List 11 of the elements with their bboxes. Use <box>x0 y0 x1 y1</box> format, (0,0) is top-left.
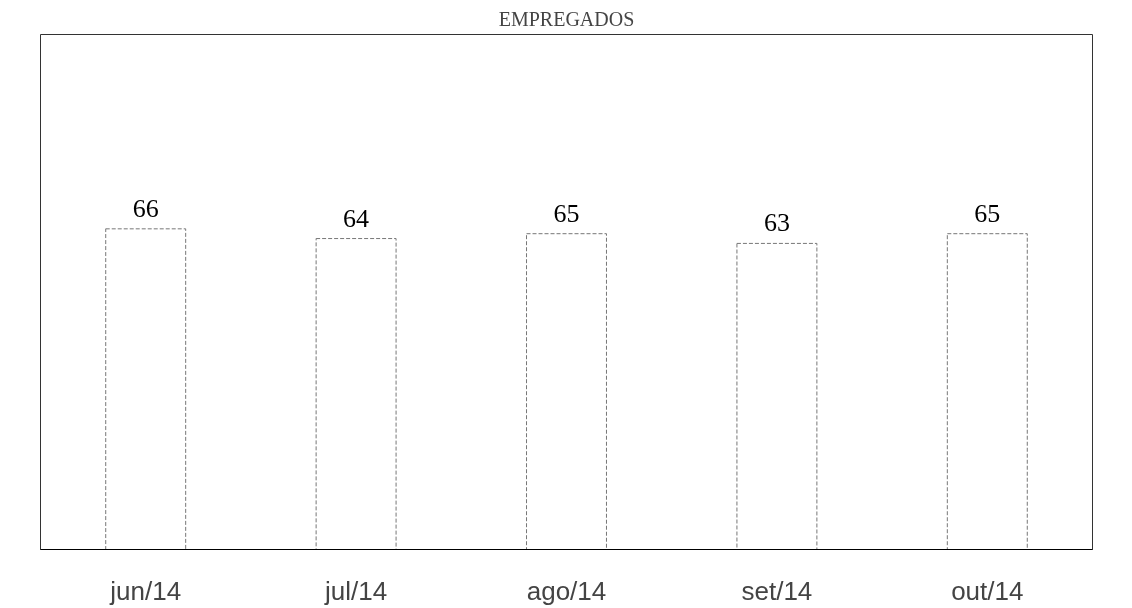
data-label: 65 <box>974 198 1001 228</box>
data-label: 63 <box>763 208 790 238</box>
x-tick-label: ago/14 <box>526 575 607 606</box>
x-tick-label: jul/14 <box>324 575 388 606</box>
data-label: 65 <box>553 198 580 228</box>
x-tick-label: out/14 <box>951 575 1024 606</box>
chart-title: EMPREGADOS <box>498 7 635 30</box>
data-label: 66 <box>132 193 159 223</box>
x-tick-label: jun/14 <box>109 575 182 606</box>
x-tick-label: set/14 <box>741 575 813 606</box>
data-label: 64 <box>343 203 370 233</box>
